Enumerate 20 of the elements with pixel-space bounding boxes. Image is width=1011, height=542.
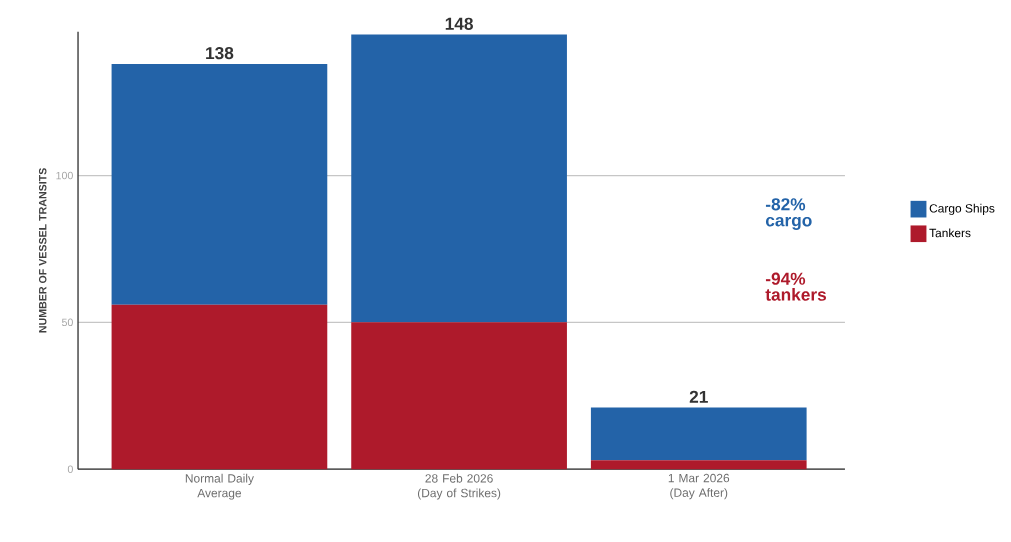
total-label: 21: [689, 390, 708, 403]
total-label: 148: [445, 17, 473, 30]
x-tick-label: Normal Daily Average: [185, 473, 254, 500]
y-axis-title: NUMBER OF VESSEL TRANSITS: [38, 168, 47, 333]
legend-label: Cargo Ships: [929, 203, 995, 215]
bar: [590, 460, 807, 470]
total-label: 138: [206, 46, 234, 60]
y-tick-label: 50: [61, 318, 73, 327]
bar: [111, 304, 328, 470]
x-tick-label: 28 Feb 2026 (Day of Strikes): [417, 473, 501, 500]
x-tick-label: 1 Mar 2026 (Day After): [668, 473, 730, 500]
y-tick-label: 100: [56, 171, 73, 180]
bar: [351, 34, 567, 323]
bar: [111, 63, 328, 305]
legend-label: Tankers: [929, 228, 971, 238]
bar: [590, 407, 807, 461]
annotation: -94% tankers: [765, 272, 827, 301]
y-tick-label: 0: [67, 465, 73, 473]
annotation: -82% cargo: [765, 198, 812, 230]
bar: [351, 322, 567, 470]
